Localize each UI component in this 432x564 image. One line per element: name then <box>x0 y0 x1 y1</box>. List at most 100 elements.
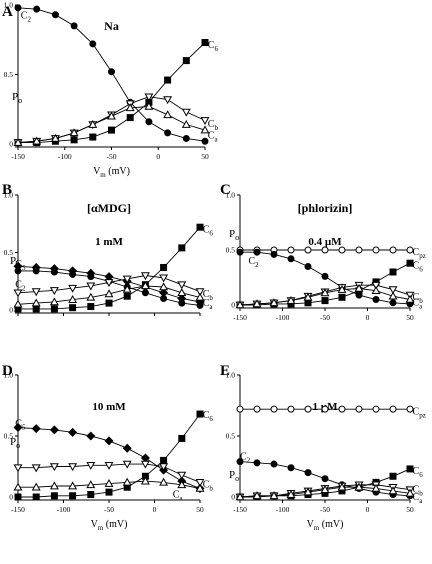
series-label-ca: Ca <box>208 130 219 143</box>
point-c2 <box>32 267 40 275</box>
point-ca <box>159 477 169 486</box>
point-ca <box>144 101 154 110</box>
point-c2 <box>182 134 190 142</box>
point-cb <box>177 281 187 290</box>
point-c6 <box>70 136 78 144</box>
series-label-ca: Ca <box>173 489 184 502</box>
point-c6 <box>406 465 414 473</box>
point-cb <box>122 275 132 284</box>
point-c2 <box>145 118 153 126</box>
point-ca <box>49 297 59 306</box>
series-ca: Ca <box>13 281 213 311</box>
point-c5 <box>49 425 59 435</box>
point-ca <box>69 128 79 137</box>
point-c2 <box>69 270 77 278</box>
point-ca <box>269 491 279 500</box>
chart-title: 10 mM <box>92 401 126 413</box>
point-cpz <box>338 246 346 254</box>
point-c2 <box>87 273 95 281</box>
point-cpz <box>406 246 414 254</box>
x-tick-label: -150 <box>11 152 25 161</box>
point-cb <box>68 463 78 472</box>
point-ca <box>31 482 41 491</box>
point-cpz <box>270 405 278 413</box>
point-cb <box>68 284 78 293</box>
point-c6 <box>105 299 113 307</box>
point-cb <box>104 461 114 470</box>
point-ca <box>388 486 398 495</box>
point-c6 <box>201 39 209 47</box>
point-c6 <box>108 126 115 134</box>
point-cb <box>163 96 173 105</box>
x-tick-label: -50 <box>107 152 117 161</box>
series-cpz: Cpz <box>236 405 426 419</box>
point-ca <box>371 286 381 294</box>
x-axis-label: Vm (mV) <box>307 519 344 532</box>
x-tick-label: 0 <box>156 152 160 161</box>
point-ca <box>122 284 132 293</box>
series-label-c2: C2 <box>21 11 32 24</box>
point-c2 <box>321 475 329 483</box>
point-cpz <box>321 405 329 413</box>
point-c6 <box>69 492 77 500</box>
point-ca <box>269 298 279 307</box>
point-ca <box>195 292 205 301</box>
chart-title: Na <box>104 19 119 33</box>
point-cpz <box>372 405 380 413</box>
series-label-c5: C5 <box>15 419 26 432</box>
series-label-cpz: Cpz <box>413 247 426 260</box>
point-c2 <box>201 137 209 145</box>
point-cb <box>86 282 96 291</box>
point-cb <box>140 460 150 469</box>
series-ca: Ca <box>235 482 423 505</box>
point-cb <box>13 464 23 473</box>
point-ca <box>303 292 313 301</box>
y-tick-label: 1.0 <box>226 371 236 380</box>
point-ca <box>163 110 173 119</box>
series-label-c6: C6 <box>203 224 214 237</box>
point-cpz <box>355 246 363 254</box>
x-tick-label: -150 <box>11 505 25 514</box>
y-tick-label: 0 <box>9 493 13 502</box>
y-tick-label: 1.0 <box>4 191 14 200</box>
point-cpz <box>338 405 346 413</box>
point-c5 <box>31 424 41 434</box>
point-c2 <box>253 459 261 467</box>
point-cpz <box>389 246 397 254</box>
point-c2 <box>253 248 261 256</box>
panel-label-d: D <box>2 363 13 379</box>
y-tick-label: 0.5 <box>4 70 14 79</box>
x-tick-label: -50 <box>320 505 330 514</box>
point-ca <box>49 481 59 490</box>
chart-title: [αMDG] <box>87 201 131 215</box>
point-ca <box>13 482 23 491</box>
point-ca <box>303 487 313 496</box>
point-ca <box>405 488 415 497</box>
point-cpz <box>321 246 329 254</box>
series-ca: Ca <box>13 101 219 146</box>
point-c6 <box>50 492 58 500</box>
x-tick-label: 50 <box>406 505 414 514</box>
point-c5 <box>122 443 132 453</box>
point-c2 <box>372 296 380 303</box>
point-ca <box>86 292 96 301</box>
point-cb <box>140 272 150 281</box>
series-c6: C6 <box>14 39 218 147</box>
y-tick-label: 0 <box>9 306 13 315</box>
point-ca <box>122 477 132 486</box>
point-c5 <box>86 431 96 441</box>
point-c5 <box>104 436 114 446</box>
panel-label-e: E <box>220 363 230 379</box>
point-ca <box>195 483 205 492</box>
x-tick-label: -100 <box>276 505 290 514</box>
point-ca <box>286 489 296 498</box>
point-cb <box>31 464 41 473</box>
point-c5 <box>68 427 78 437</box>
point-c2 <box>236 248 244 256</box>
x-tick-label: 50 <box>406 313 414 322</box>
point-ca <box>200 125 210 134</box>
point-c6 <box>338 293 346 301</box>
point-cb <box>159 274 169 283</box>
